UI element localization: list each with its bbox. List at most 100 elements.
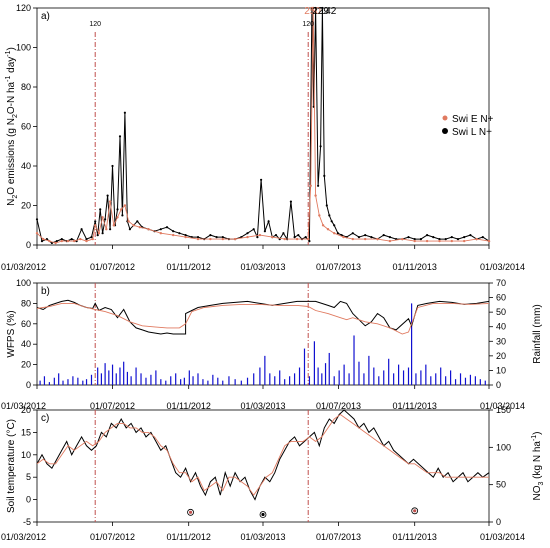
x-tick-label: 01/03/2013 bbox=[240, 262, 285, 272]
data-point bbox=[111, 164, 114, 168]
data-point bbox=[118, 135, 122, 138]
y2-tick-label: 10 bbox=[496, 365, 506, 375]
y-tick-label: 5 bbox=[26, 472, 31, 482]
x-tick-label: 01/03/2013 bbox=[240, 532, 285, 542]
y-axis-title-part: -1 bbox=[5, 50, 12, 56]
panel-c: c) -5 0 5 10 15 20 01/03/2012 01/07/2012 01/11/20… bbox=[1, 405, 545, 542]
data-point bbox=[274, 234, 278, 237]
series-swi-e bbox=[36, 413, 489, 496]
y2-axis-title-part: -1 bbox=[531, 435, 538, 441]
data-point bbox=[325, 204, 328, 207]
data-point bbox=[282, 232, 285, 235]
data-point bbox=[342, 235, 345, 239]
data-point bbox=[463, 239, 466, 243]
series-swi-e bbox=[35, 6, 491, 245]
data-point bbox=[323, 174, 326, 177]
data-point bbox=[289, 200, 292, 203]
x-tick-label: 01/11/2013 bbox=[393, 262, 437, 272]
data-point bbox=[295, 237, 299, 241]
x-tick-label: 01/07/2013 bbox=[316, 262, 361, 272]
data-point bbox=[328, 214, 331, 217]
y-axis-title: N2O emissions (g N2O-N ha-1 day-1) bbox=[5, 47, 19, 206]
data-point bbox=[123, 111, 126, 114]
data-point bbox=[267, 220, 270, 223]
x-tick-label: 01/03/2013 bbox=[240, 401, 285, 411]
y-axis-title-part: N bbox=[6, 199, 17, 206]
data-point bbox=[90, 236, 93, 239]
x-tick-label: 01/03/2014 bbox=[480, 401, 525, 411]
annotation-label: 250 bbox=[304, 6, 321, 17]
y-axis-title-part: O-N ha bbox=[6, 81, 17, 114]
y2-axis-title-part: NO bbox=[532, 485, 543, 500]
data-point bbox=[105, 228, 108, 231]
y-tick-label: 0 bbox=[26, 240, 31, 250]
data-point bbox=[252, 228, 255, 231]
data-point bbox=[432, 236, 435, 239]
annotation-label: 120 bbox=[89, 21, 101, 28]
data-point bbox=[159, 228, 162, 231]
data-point bbox=[178, 232, 181, 235]
y-axis-title-part: -1 bbox=[5, 76, 12, 82]
data-point bbox=[136, 220, 139, 223]
y2-axis-title-part: 3 bbox=[538, 482, 545, 486]
data-point bbox=[159, 232, 162, 235]
y-axis-title-part: ) bbox=[6, 47, 17, 50]
rainfall-series bbox=[39, 303, 486, 385]
data-point bbox=[321, 224, 325, 227]
y-tick-label: 20 bbox=[21, 405, 31, 415]
data-point bbox=[314, 6, 317, 10]
y2-tick-label: 40 bbox=[496, 322, 506, 332]
data-point bbox=[481, 236, 484, 239]
nitrate-point-center bbox=[261, 512, 265, 517]
data-point bbox=[172, 230, 175, 233]
y-tick-label: 40 bbox=[21, 161, 31, 171]
data-point bbox=[283, 237, 286, 241]
y-tick-label: 20 bbox=[21, 360, 31, 370]
data-point bbox=[42, 237, 45, 241]
data-point bbox=[438, 239, 441, 243]
data-point bbox=[321, 6, 324, 10]
data-point bbox=[246, 235, 249, 239]
y-axis-title-part: day bbox=[6, 57, 17, 76]
data-point bbox=[209, 234, 212, 237]
x-tick-label: 01/11/2012 bbox=[167, 262, 211, 272]
x-tick-label: 01/11/2013 bbox=[393, 401, 437, 411]
series-line bbox=[36, 299, 490, 335]
y-tick-label: 0 bbox=[26, 380, 31, 390]
data-point bbox=[333, 232, 336, 235]
data-point bbox=[450, 236, 453, 239]
data-point bbox=[40, 240, 44, 243]
data-point bbox=[196, 237, 200, 241]
data-point bbox=[121, 214, 124, 217]
data-point bbox=[108, 200, 112, 203]
x-tick-label: 01/03/2012 bbox=[1, 401, 46, 411]
y-tick-label: 100 bbox=[16, 43, 31, 53]
y2-axis-title: NO3 (kg N ha-1) bbox=[531, 431, 545, 500]
x-tick-label: 01/03/2014 bbox=[480, 532, 525, 542]
data-point bbox=[101, 232, 104, 235]
data-point bbox=[221, 237, 224, 241]
annotation-label: 120 bbox=[302, 21, 314, 28]
data-point bbox=[147, 228, 150, 231]
y2-tick-label: 0 bbox=[496, 380, 501, 390]
data-point bbox=[419, 238, 422, 241]
data-point bbox=[85, 239, 88, 243]
series-line bbox=[36, 302, 490, 335]
x-tick-label: 01/07/2012 bbox=[90, 262, 135, 272]
data-point bbox=[104, 218, 107, 221]
data-point bbox=[94, 220, 97, 223]
data-point bbox=[109, 228, 112, 231]
data-point bbox=[426, 234, 429, 237]
data-point bbox=[35, 232, 39, 235]
y-axis-title-part: 2 bbox=[12, 114, 19, 118]
x-tick-label: 01/11/2012 bbox=[167, 532, 211, 542]
y-axis-title: Soil temperature (°C) bbox=[6, 419, 17, 513]
data-point bbox=[99, 208, 102, 211]
data-point bbox=[116, 216, 119, 219]
x-tick-label: 01/03/2014 bbox=[480, 262, 525, 272]
data-point bbox=[96, 234, 99, 237]
panel-a: a) 0 20 40 60 80 100 120 01/03/2012 01/07/2012 01/… bbox=[1, 3, 525, 272]
panel-label: b) bbox=[41, 286, 50, 297]
series-line bbox=[36, 413, 489, 496]
data-point bbox=[388, 236, 391, 239]
